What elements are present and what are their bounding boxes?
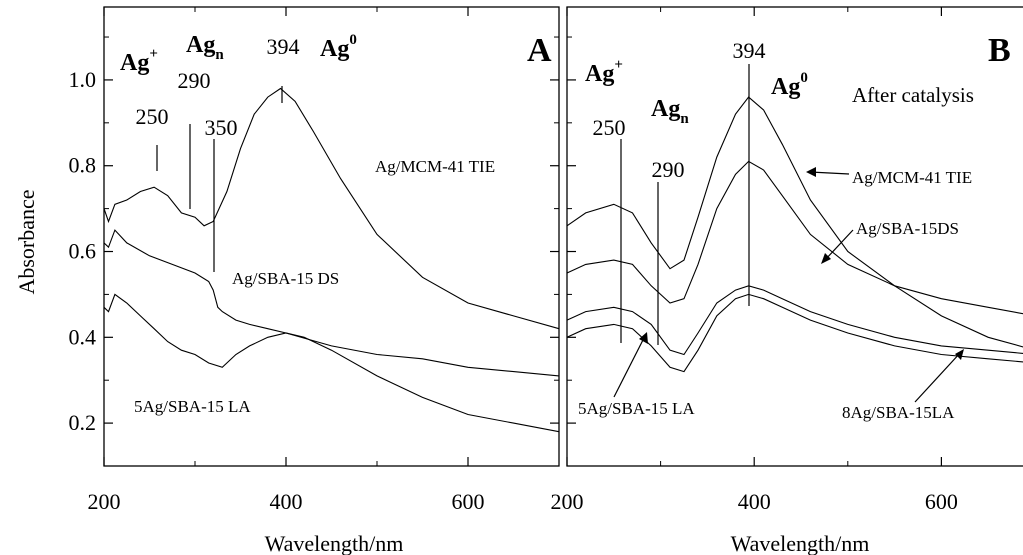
series-label-5ag-sba15-la: 5Ag/SBA-15 LA xyxy=(134,397,251,416)
species-ag-n-sub: n xyxy=(215,47,224,63)
panel-b-frame xyxy=(566,6,1023,467)
species-ag-plus-base-b: Ag xyxy=(585,61,614,87)
x-tick-label-b-600: 600 xyxy=(925,489,958,514)
x-tick-label-a-400: 400 xyxy=(270,489,303,514)
series-line-b-ag-sba-15ds xyxy=(566,160,1023,315)
species-ag-zero-base: Ag xyxy=(320,36,349,62)
panel-b-x-axis-title: Wavelength/nm xyxy=(731,531,870,555)
species-ag-zero-base-b: Ag xyxy=(771,74,800,100)
species-ag-zero-label: Ag0 xyxy=(320,32,357,62)
series-label-b-ag-sba15ds: Ag/SBA-15DS xyxy=(856,219,959,238)
species-ag-zero-sup-b: 0 xyxy=(800,70,808,86)
y-tick-label-0.8: 0.8 xyxy=(69,153,97,178)
panel-b-peak-markers xyxy=(613,64,964,403)
species-ag-n-sub-b: n xyxy=(680,111,689,127)
species-ag-n-label: Agn xyxy=(186,32,224,63)
series-label-b-8ag-sba15la: 8Ag/SBA-15LA xyxy=(842,403,955,422)
panel-b: 200 400 600 B After catalysis Ag+ Agn Ag0 xyxy=(551,6,1023,555)
peak-label-250: 250 xyxy=(136,104,169,129)
panel-a-peak-markers xyxy=(156,86,283,272)
panel-a-curves xyxy=(103,87,560,433)
x-tick-label-a-200: 200 xyxy=(88,489,121,514)
series-label-b-ag-mcm41-tie: Ag/MCM-41 TIE xyxy=(852,168,972,187)
panel-b-curves xyxy=(566,96,1023,373)
callout-8ag-line xyxy=(914,351,962,403)
series-line-b-5ag-sba-15-la xyxy=(566,293,1023,373)
y-tick-label-0.4: 0.4 xyxy=(69,324,97,349)
series-line-a-5ag-sba-15-la xyxy=(103,293,560,433)
y-tick-label-0.2: 0.2 xyxy=(69,410,97,435)
species-ag-plus-label: Ag+ xyxy=(120,46,158,76)
series-label-ag-sba15-ds: Ag/SBA-15 DS xyxy=(232,269,339,288)
panel-b-label: B xyxy=(988,32,1011,69)
species-ag-plus-label-b: Ag+ xyxy=(585,57,623,87)
peak-label-394-b: 394 xyxy=(733,38,766,63)
series-line-b-8ag-sba-15la xyxy=(566,285,1023,356)
species-ag-zero-sup: 0 xyxy=(349,32,357,48)
after-catalysis-note: After catalysis xyxy=(852,83,974,107)
peak-label-350: 350 xyxy=(205,115,238,140)
callout-5ag-line xyxy=(613,335,646,398)
panel-a-x-axis-title: Wavelength/nm xyxy=(265,531,404,555)
series-label-b-5ag-sba15-la: 5Ag/SBA-15 LA xyxy=(578,399,695,418)
peak-label-290-b: 290 xyxy=(652,157,685,182)
series-line-a-ag-sba-15-ds xyxy=(103,229,560,377)
species-ag-n-base: Ag xyxy=(186,32,215,58)
x-tick-label-b-400: 400 xyxy=(738,489,771,514)
series-label-ag-mcm41-tie: Ag/MCM-41 TIE xyxy=(375,157,495,176)
species-ag-n-label-b: Agn xyxy=(651,96,689,127)
species-ag-zero-label-b: Ag0 xyxy=(771,70,808,100)
species-ag-plus-sup: + xyxy=(149,46,158,62)
species-ag-plus-base: Ag xyxy=(120,50,149,76)
y-tick-label-0.6: 0.6 xyxy=(69,239,97,264)
panel-a-label: A xyxy=(527,32,552,69)
peak-label-394: 394 xyxy=(267,34,300,59)
callout-mcm41-line xyxy=(809,171,850,175)
panel-a-ticks: 200 400 600 0.2 0.4 0.6 0.8 1.0 xyxy=(69,7,559,514)
series-line-a-ag-mcm-41-tie xyxy=(103,87,560,330)
peak-label-290: 290 xyxy=(178,68,211,93)
species-ag-n-base-b: Ag xyxy=(651,96,680,122)
callout-sba15ds-line xyxy=(824,229,854,261)
callout-8ag-arrowhead xyxy=(955,349,964,360)
callout-sba15ds-arrowhead xyxy=(821,253,831,264)
callout-5ag-arrowhead xyxy=(639,332,648,344)
y-tick-label-1: 1.0 xyxy=(69,67,97,92)
callout-mcm41-arrowhead xyxy=(806,167,816,177)
y-axis-title: Absorbance xyxy=(14,189,39,294)
x-tick-label-a-600: 600 xyxy=(452,489,485,514)
x-tick-label-b-200: 200 xyxy=(551,489,584,514)
species-ag-plus-sup-b: + xyxy=(614,57,623,73)
panel-a-frame xyxy=(103,6,560,467)
peak-label-250-b: 250 xyxy=(593,115,626,140)
